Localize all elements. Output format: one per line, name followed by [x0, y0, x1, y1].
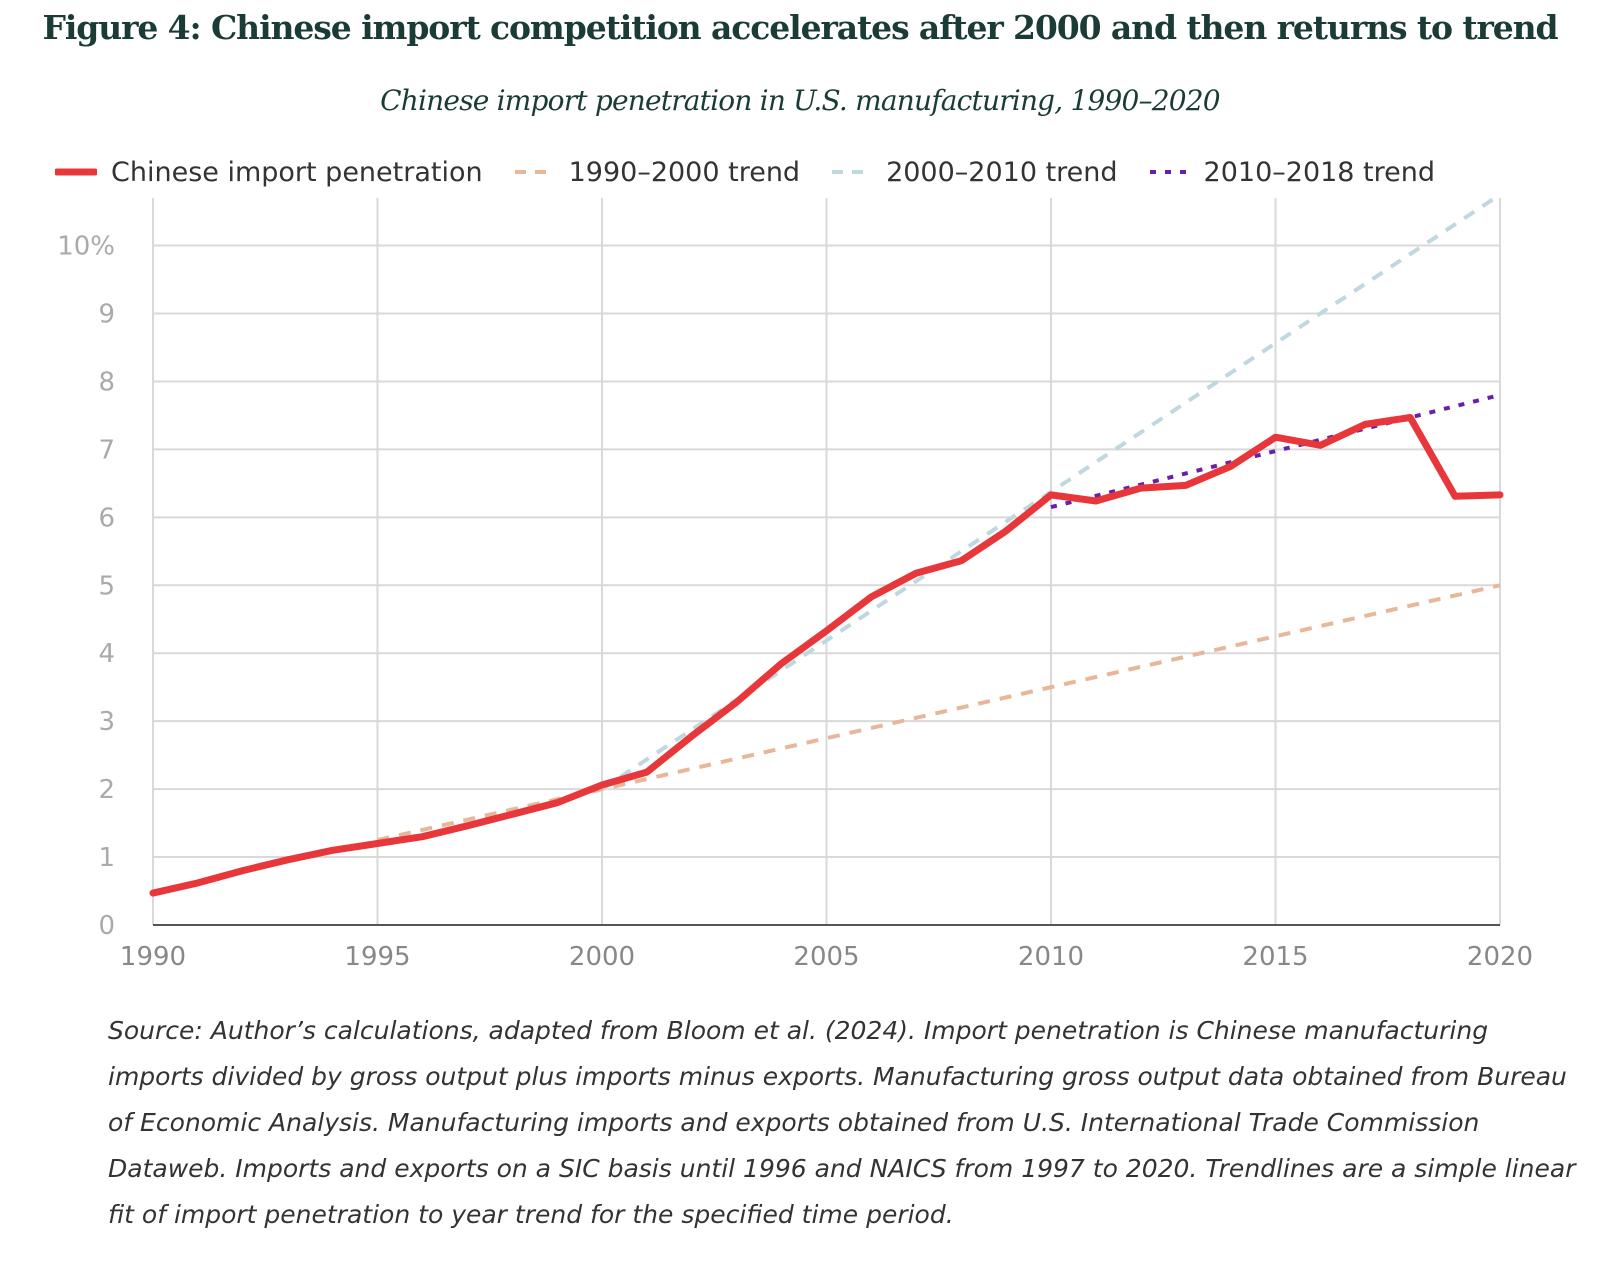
legend-label-import-penetration: Chinese import penetration [111, 156, 483, 188]
series-line-2010-2018-trend [1050, 393, 1501, 510]
x-tick-label-2020: 2020 [1467, 942, 1533, 972]
line-chart: 1990 1995 2000 2005 2010 2015 2020 0 1 2 3 4 5 6 7 8 9 10… [57, 192, 1533, 972]
y-tick-label-1: 1 [98, 843, 115, 873]
chart-subtitle: Chinese import penetration in U.S. manuf… [380, 84, 1220, 117]
y-tick-label-7: 7 [98, 435, 115, 465]
x-tick-label-1995: 1995 [344, 942, 410, 972]
legend-item-trend-1990-2000: 1990–2000 trend [513, 157, 800, 188]
y-tick-label-6: 6 [98, 503, 115, 533]
source-note: Source: Author’s calculations, adapted f… [108, 1016, 1576, 1229]
legend-item-import-penetration: Chinese import penetration [55, 157, 483, 188]
y-tick-label-8: 8 [98, 367, 115, 397]
legend-label-trend-2010-2018: 2010–2018 trend [1203, 156, 1436, 188]
legend-swatch-trend-2000-2010 [832, 170, 871, 174]
y-tick-label-10: 10% [57, 232, 115, 262]
y-tick-label-3: 3 [98, 707, 115, 737]
y-tick-label-9: 9 [98, 300, 115, 330]
y-tick-label-0: 0 [98, 911, 115, 941]
x-tick-label-1990: 1990 [120, 942, 186, 972]
series-line-1990-2000-trend [377, 583, 1501, 843]
y-tick-label-5: 5 [98, 571, 115, 601]
legend-swatch-trend-1990-2000 [514, 170, 553, 174]
legend-label-trend-1990-2000: 1990–2000 trend [568, 156, 801, 188]
y-tick-label-4: 4 [98, 639, 115, 669]
legend-item-trend-2000-2010: 2000–2010 trend [830, 156, 1118, 188]
y-tick-label-2: 2 [98, 775, 115, 805]
series-line-chinese-import-penetration [149, 414, 1504, 897]
legend-item-trend-2010-2018: 2010–2018 trend [1148, 157, 1435, 188]
x-tick-label-2005: 2005 [793, 942, 859, 972]
x-tick-label-2010: 2010 [1018, 942, 1084, 972]
legend-label-trend-2000-2010: 2000–2010 trend [886, 156, 1118, 188]
legend: Chinese import penetration 1990–2000 tre… [55, 154, 1465, 190]
legend-swatch-trend-2010-2018 [1149, 170, 1188, 174]
legend-swatch-import-penetration [55, 168, 97, 176]
chart-title: Figure 4: Chinese import competition acc… [42, 8, 1558, 47]
x-tick-label-2000: 2000 [569, 942, 635, 972]
x-tick-label-2015: 2015 [1242, 942, 1308, 972]
